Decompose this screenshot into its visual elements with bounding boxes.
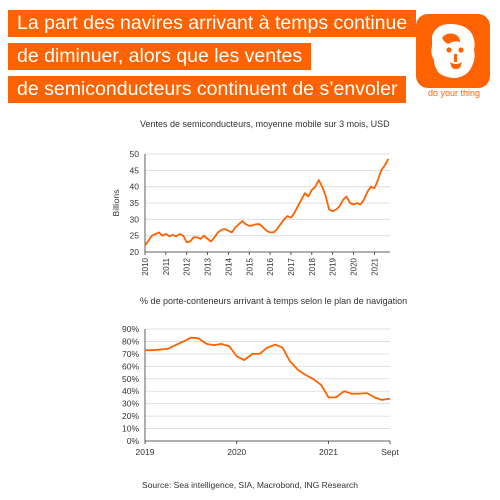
series-line-on-time-share <box>145 336 391 401</box>
y-tick-label: 90% <box>122 324 139 334</box>
source-note: Source: Sea intelligence, SIA, Macrobond… <box>142 480 358 490</box>
title-line-3: de semiconducteurs continuent de s’envol… <box>8 76 407 103</box>
y-tick-label: 20 <box>130 247 140 257</box>
x-tick-label: 2015 <box>245 257 254 275</box>
x-tick-label: 2017 <box>287 257 296 275</box>
title-block: La part des navires arrivant à temps con… <box>8 10 417 109</box>
x-tick-label: 2021 <box>370 257 379 275</box>
x-tick-label: 2012 <box>183 257 192 275</box>
x-tick-label: 2013 <box>204 257 213 275</box>
y-tick-label: 40 <box>130 182 140 192</box>
x-tick-label: 2018 <box>308 257 317 275</box>
x-tick-label: 2019 <box>136 447 155 457</box>
y-tick-label: 30 <box>130 214 140 224</box>
y-tick-label: 30% <box>122 399 139 409</box>
title-line-1: La part des navires arrivant à temps con… <box>8 10 417 37</box>
x-tick-label: 2014 <box>224 257 233 275</box>
y-tick-label: 80% <box>122 336 139 346</box>
title-line-2: de diminuer, alors que les ventes <box>8 43 312 70</box>
y-tick-label: 50% <box>122 374 139 384</box>
x-tick-label: 2020 <box>350 257 359 275</box>
x-tick-label: 2011 <box>162 257 171 275</box>
lion-logo <box>416 14 490 88</box>
y-tick-label: 0% <box>127 436 140 446</box>
y-tick-label: 70% <box>122 349 139 359</box>
x-tick-label: 2016 <box>266 257 275 275</box>
tagline: do your thing <box>427 88 481 98</box>
y-tick-label: 20% <box>122 411 139 421</box>
chart1-title: Ventes de semiconducteurs, moyenne mobil… <box>140 119 390 129</box>
y-tick-label: 40% <box>122 386 139 396</box>
y-tick-label: 50 <box>130 149 140 159</box>
x-tick-label: 2019 <box>329 257 338 275</box>
x-tick-label: 2020 <box>227 447 246 457</box>
y-axis-label: Billions <box>111 190 121 217</box>
x-tick-label: 2010 <box>141 257 150 275</box>
y-tick-label: 45 <box>130 165 140 175</box>
y-tick-label: 60% <box>122 361 139 371</box>
y-tick-label: 25 <box>130 231 140 241</box>
y-tick-label: 35 <box>130 198 140 208</box>
series-line-semiconductor-sales <box>144 158 390 247</box>
x-tick-label: 2021 <box>319 447 338 457</box>
chart2-title: % de porte-conteneurs arrivant à temps s… <box>140 296 408 306</box>
x-tick-label: Sept <box>381 447 399 457</box>
y-tick-label: 10% <box>122 424 139 434</box>
